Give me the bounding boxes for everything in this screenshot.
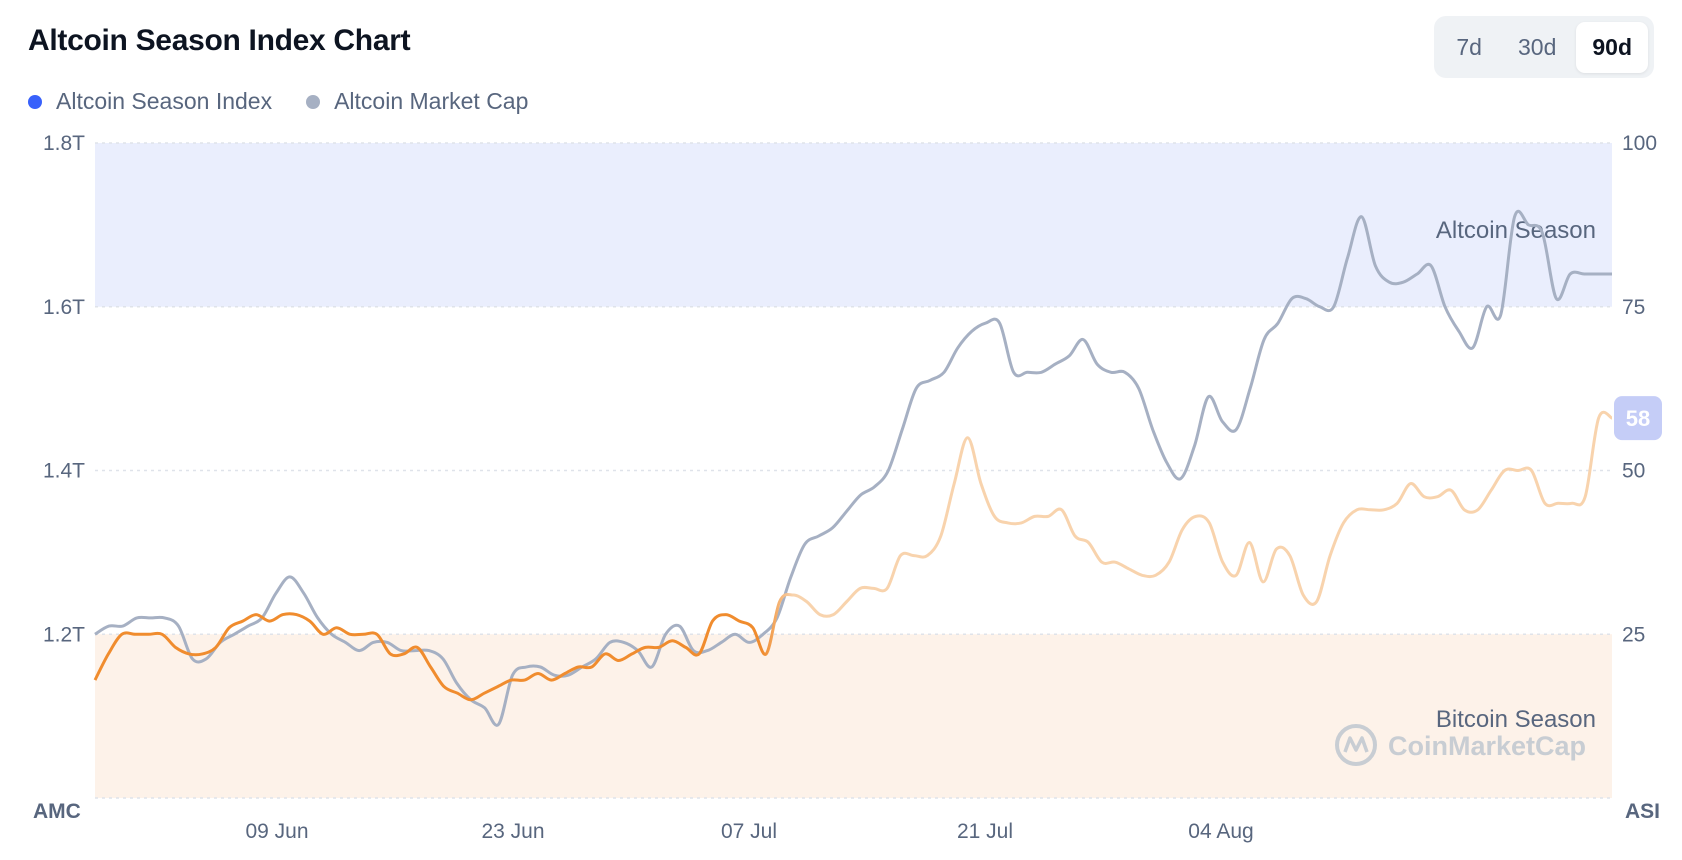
left-tick-label: 1.2T [43,623,85,646]
coinmarketcap-watermark: CoinMarketCap [1335,724,1586,766]
chart-legend: Altcoin Season Index Altcoin Market Cap [28,88,528,115]
range-tab-90d[interactable]: 90d [1576,21,1648,73]
left-tick-label: 1.8T [43,132,85,155]
right-tick-label: 25 [1622,623,1645,646]
series-line-altcoin-season-index[interactable] [93,410,1613,702]
bitcoin-season-label: Bitcoin Season [1436,706,1596,733]
x-tick-label: 07 Jul [721,820,777,843]
x-tick-label: 09 Jun [245,820,308,843]
bitcoin-season-zone [95,634,1612,798]
x-tick-label: 04 Aug [1188,820,1253,843]
x-tick-label: 21 Jul [957,820,1013,843]
left-axis-ticks: 1.8T 1.6T 1.4T 1.2T [43,132,85,646]
altcoin-season-label: Altcoin Season [1436,217,1596,244]
legend-label: Altcoin Market Cap [334,88,529,114]
right-tick-label: 50 [1622,460,1645,483]
cmc-logo-icon [1335,724,1377,766]
altcoin-season-zone [95,143,1612,307]
legend-item-altcoin-market-cap[interactable]: Altcoin Market Cap [306,88,528,115]
badge-value: 58 [1626,406,1650,431]
x-tick-label: 23 Jun [481,820,544,843]
watermark-text: CoinMarketCap [1388,731,1586,761]
range-tab-30d[interactable]: 30d [1517,33,1557,60]
legend-item-altcoin-season-index[interactable]: Altcoin Season Index [28,88,272,115]
right-axis-ticks: 100 75 50 25 [1622,132,1657,646]
cmc-logo-mark-icon [1343,736,1369,753]
badge-background [1614,396,1662,441]
right-tick-label: 75 [1622,296,1645,319]
left-tick-label: 1.4T [43,460,85,483]
right-axis-label: ASI [1625,800,1660,823]
series-line-altcoin-market-cap[interactable] [94,209,1612,727]
current-value-badge: 58 [1614,396,1662,441]
left-tick-label: 1.6T [43,296,85,319]
range-selector: 7d 30d 90d [1434,16,1654,78]
legend-dot-icon [28,94,42,109]
left-axis-label: AMC [33,800,81,823]
legend-dot-icon [306,94,321,109]
page-title: Altcoin Season Index Chart [28,24,411,57]
legend-label: Altcoin Season Index [56,88,273,114]
right-tick-label: 100 [1622,132,1657,155]
range-tab-7d[interactable]: 7d [1456,33,1482,60]
x-axis-ticks: 09 Jun 23 Jun 07 Jul 21 Jul 04 Aug [245,820,1253,843]
